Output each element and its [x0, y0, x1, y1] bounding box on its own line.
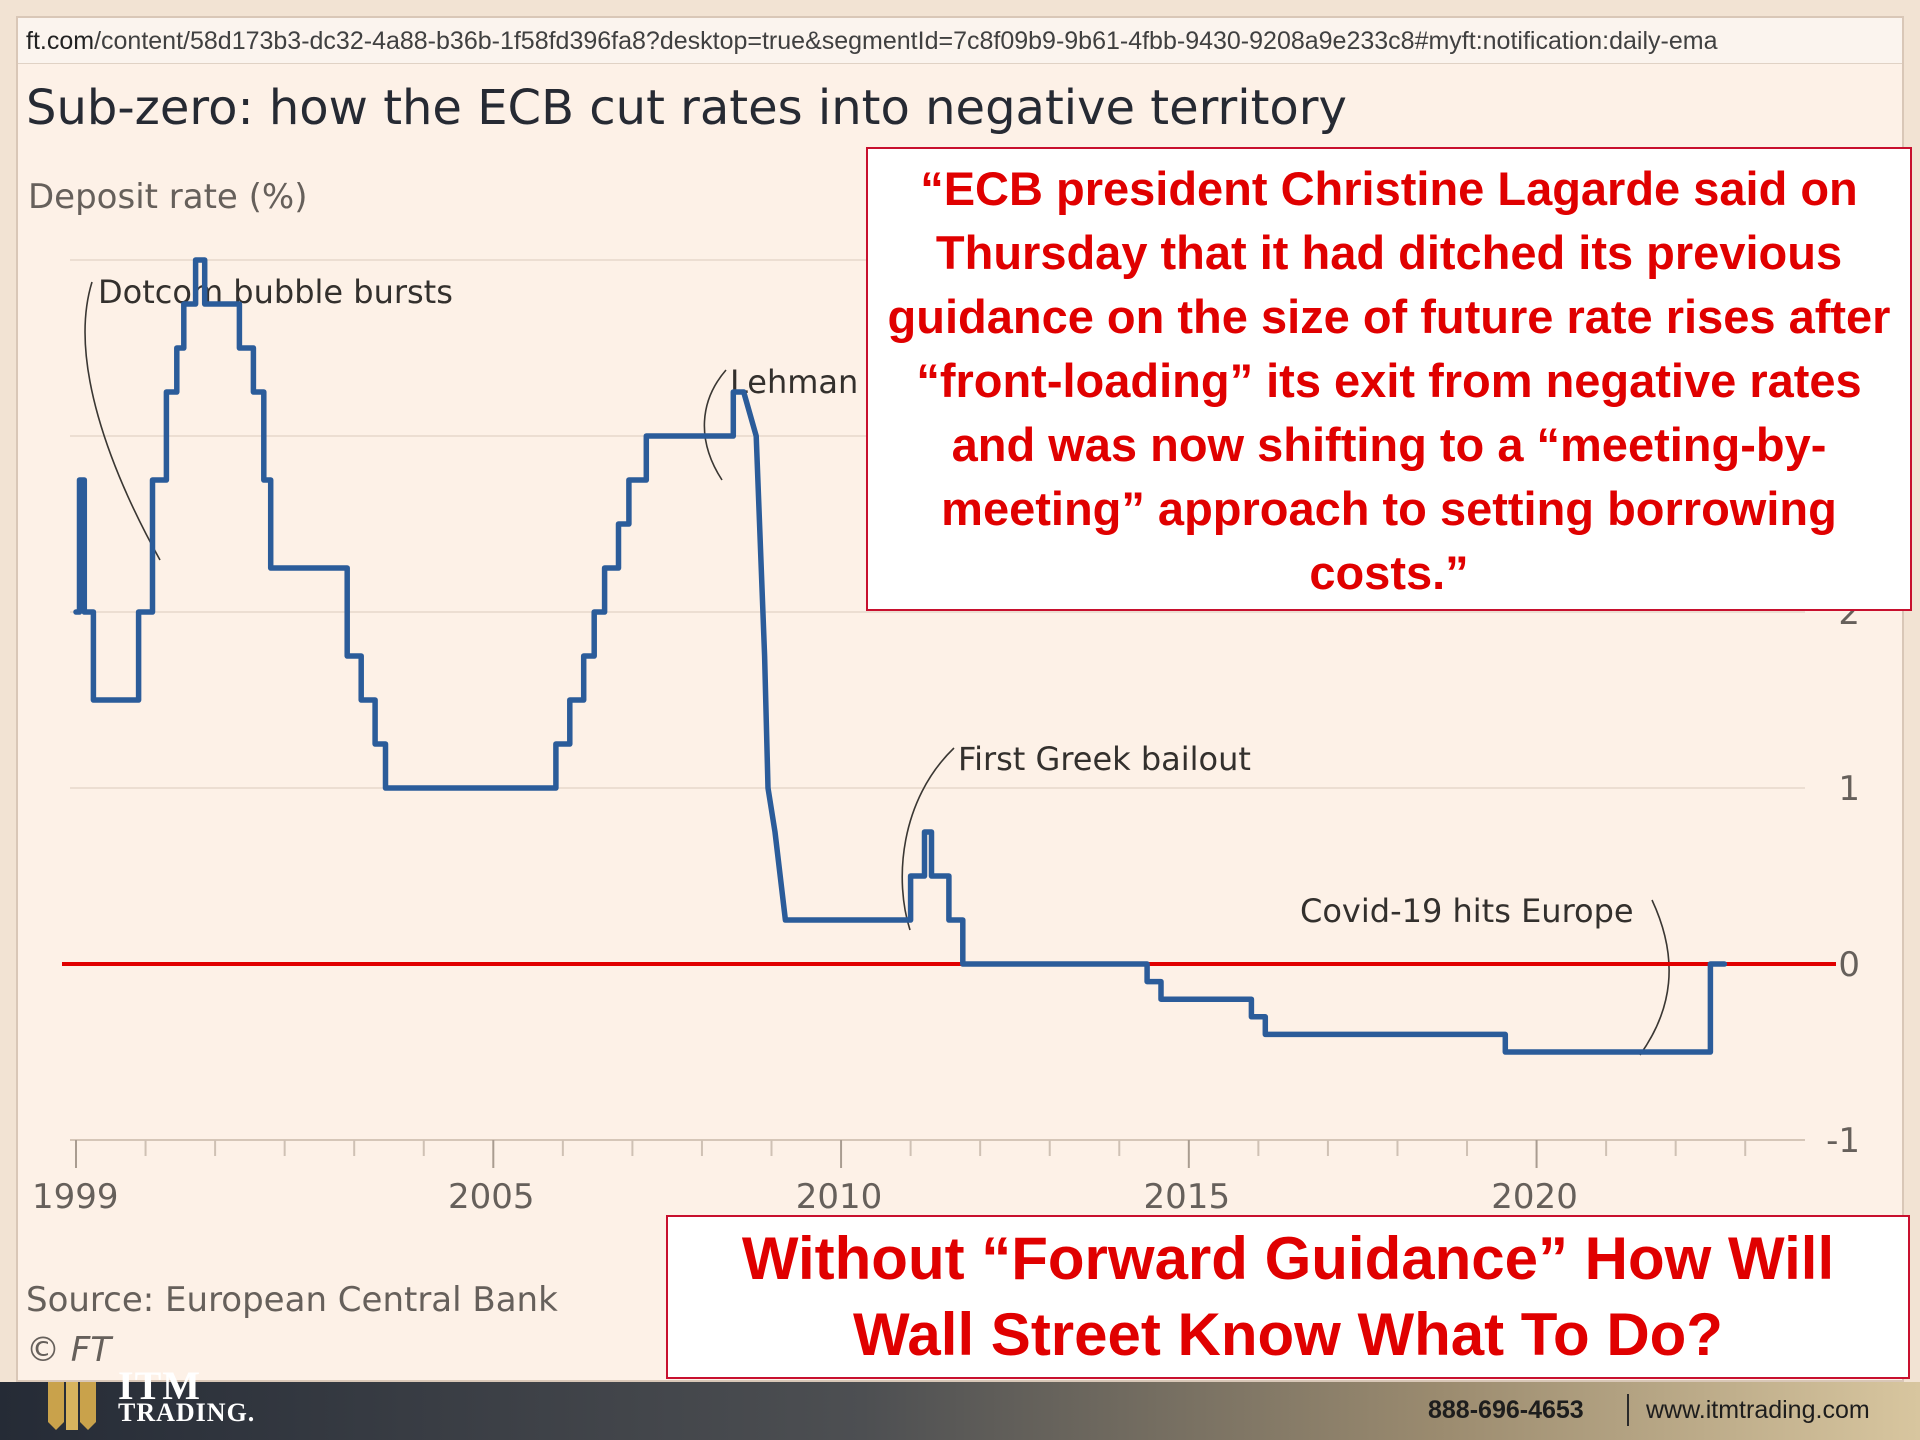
x-tick-label: 2010	[796, 1177, 883, 1217]
y-tick-label: 0	[1838, 945, 1860, 985]
url-domain: ft.com	[26, 27, 95, 55]
x-tick-label: 2015	[1144, 1177, 1231, 1217]
series-line	[73, 257, 1728, 1055]
annotation-label: Covid-19 hits Europe	[1300, 892, 1634, 930]
annotation-leader	[703, 369, 727, 481]
chart-plot: Deposit rate (%) 210-1 1999 2005 2010 2015 2…	[28, 177, 1860, 1217]
x-axis	[70, 1139, 1805, 1168]
footer-bar: ITM TRADING. 888-696-4653 www.itmtrading…	[0, 1363, 1920, 1440]
annotation-label: Dotcom bubble bursts	[98, 273, 453, 311]
x-tick-label: 2020	[1491, 1177, 1578, 1217]
y-tick-label: -1	[1826, 1121, 1860, 1161]
itm-logo-icon	[48, 1382, 96, 1430]
x-tick-label: 2005	[448, 1177, 535, 1217]
x-tick-labels: 1999 2005 2010 2015 2020	[32, 1177, 1578, 1217]
chart-credit: © FT	[26, 1330, 112, 1370]
x-tick-label: 1999	[32, 1177, 119, 1217]
logo-trading-text: TRADING.	[118, 1398, 256, 1427]
logo-itm-text: ITM	[118, 1363, 201, 1408]
url-bar[interactable]: ft.com/content/58d173b3-dc32-4a88-b36b-1…	[18, 18, 1902, 64]
y-axis-label: Deposit rate (%)	[28, 177, 308, 217]
quote-callout: “ECB president Christine Lagarde said on…	[866, 147, 1912, 611]
phone-number[interactable]: 888-696-4653	[1428, 1396, 1584, 1424]
website-link[interactable]: www.itmtrading.com	[1646, 1396, 1870, 1424]
annotation-label: Lehman	[730, 363, 858, 401]
url-path: /content/58d173b3-dc32-4a88-b36b-1f58fd3…	[94, 27, 1718, 55]
headline-callout: Without “Forward Guidance” How Will Wall…	[666, 1215, 1910, 1379]
annotations: Dotcom bubble bursts Lehman First Greek ba…	[84, 273, 1670, 1056]
footer-divider	[1627, 1394, 1629, 1426]
series	[73, 257, 1728, 1055]
chart-source: Source: European Central Bank	[26, 1280, 558, 1320]
annotation-leader	[901, 747, 955, 931]
annotation-label: First Greek bailout	[958, 740, 1251, 778]
annotation-leader	[1639, 899, 1670, 1056]
y-tick-labels: 210-1	[1826, 593, 1860, 1161]
annotation-leader	[84, 281, 161, 561]
y-tick-label: 1	[1838, 769, 1860, 809]
chart-title: Sub-zero: how the ECB cut rates into neg…	[26, 80, 1347, 136]
